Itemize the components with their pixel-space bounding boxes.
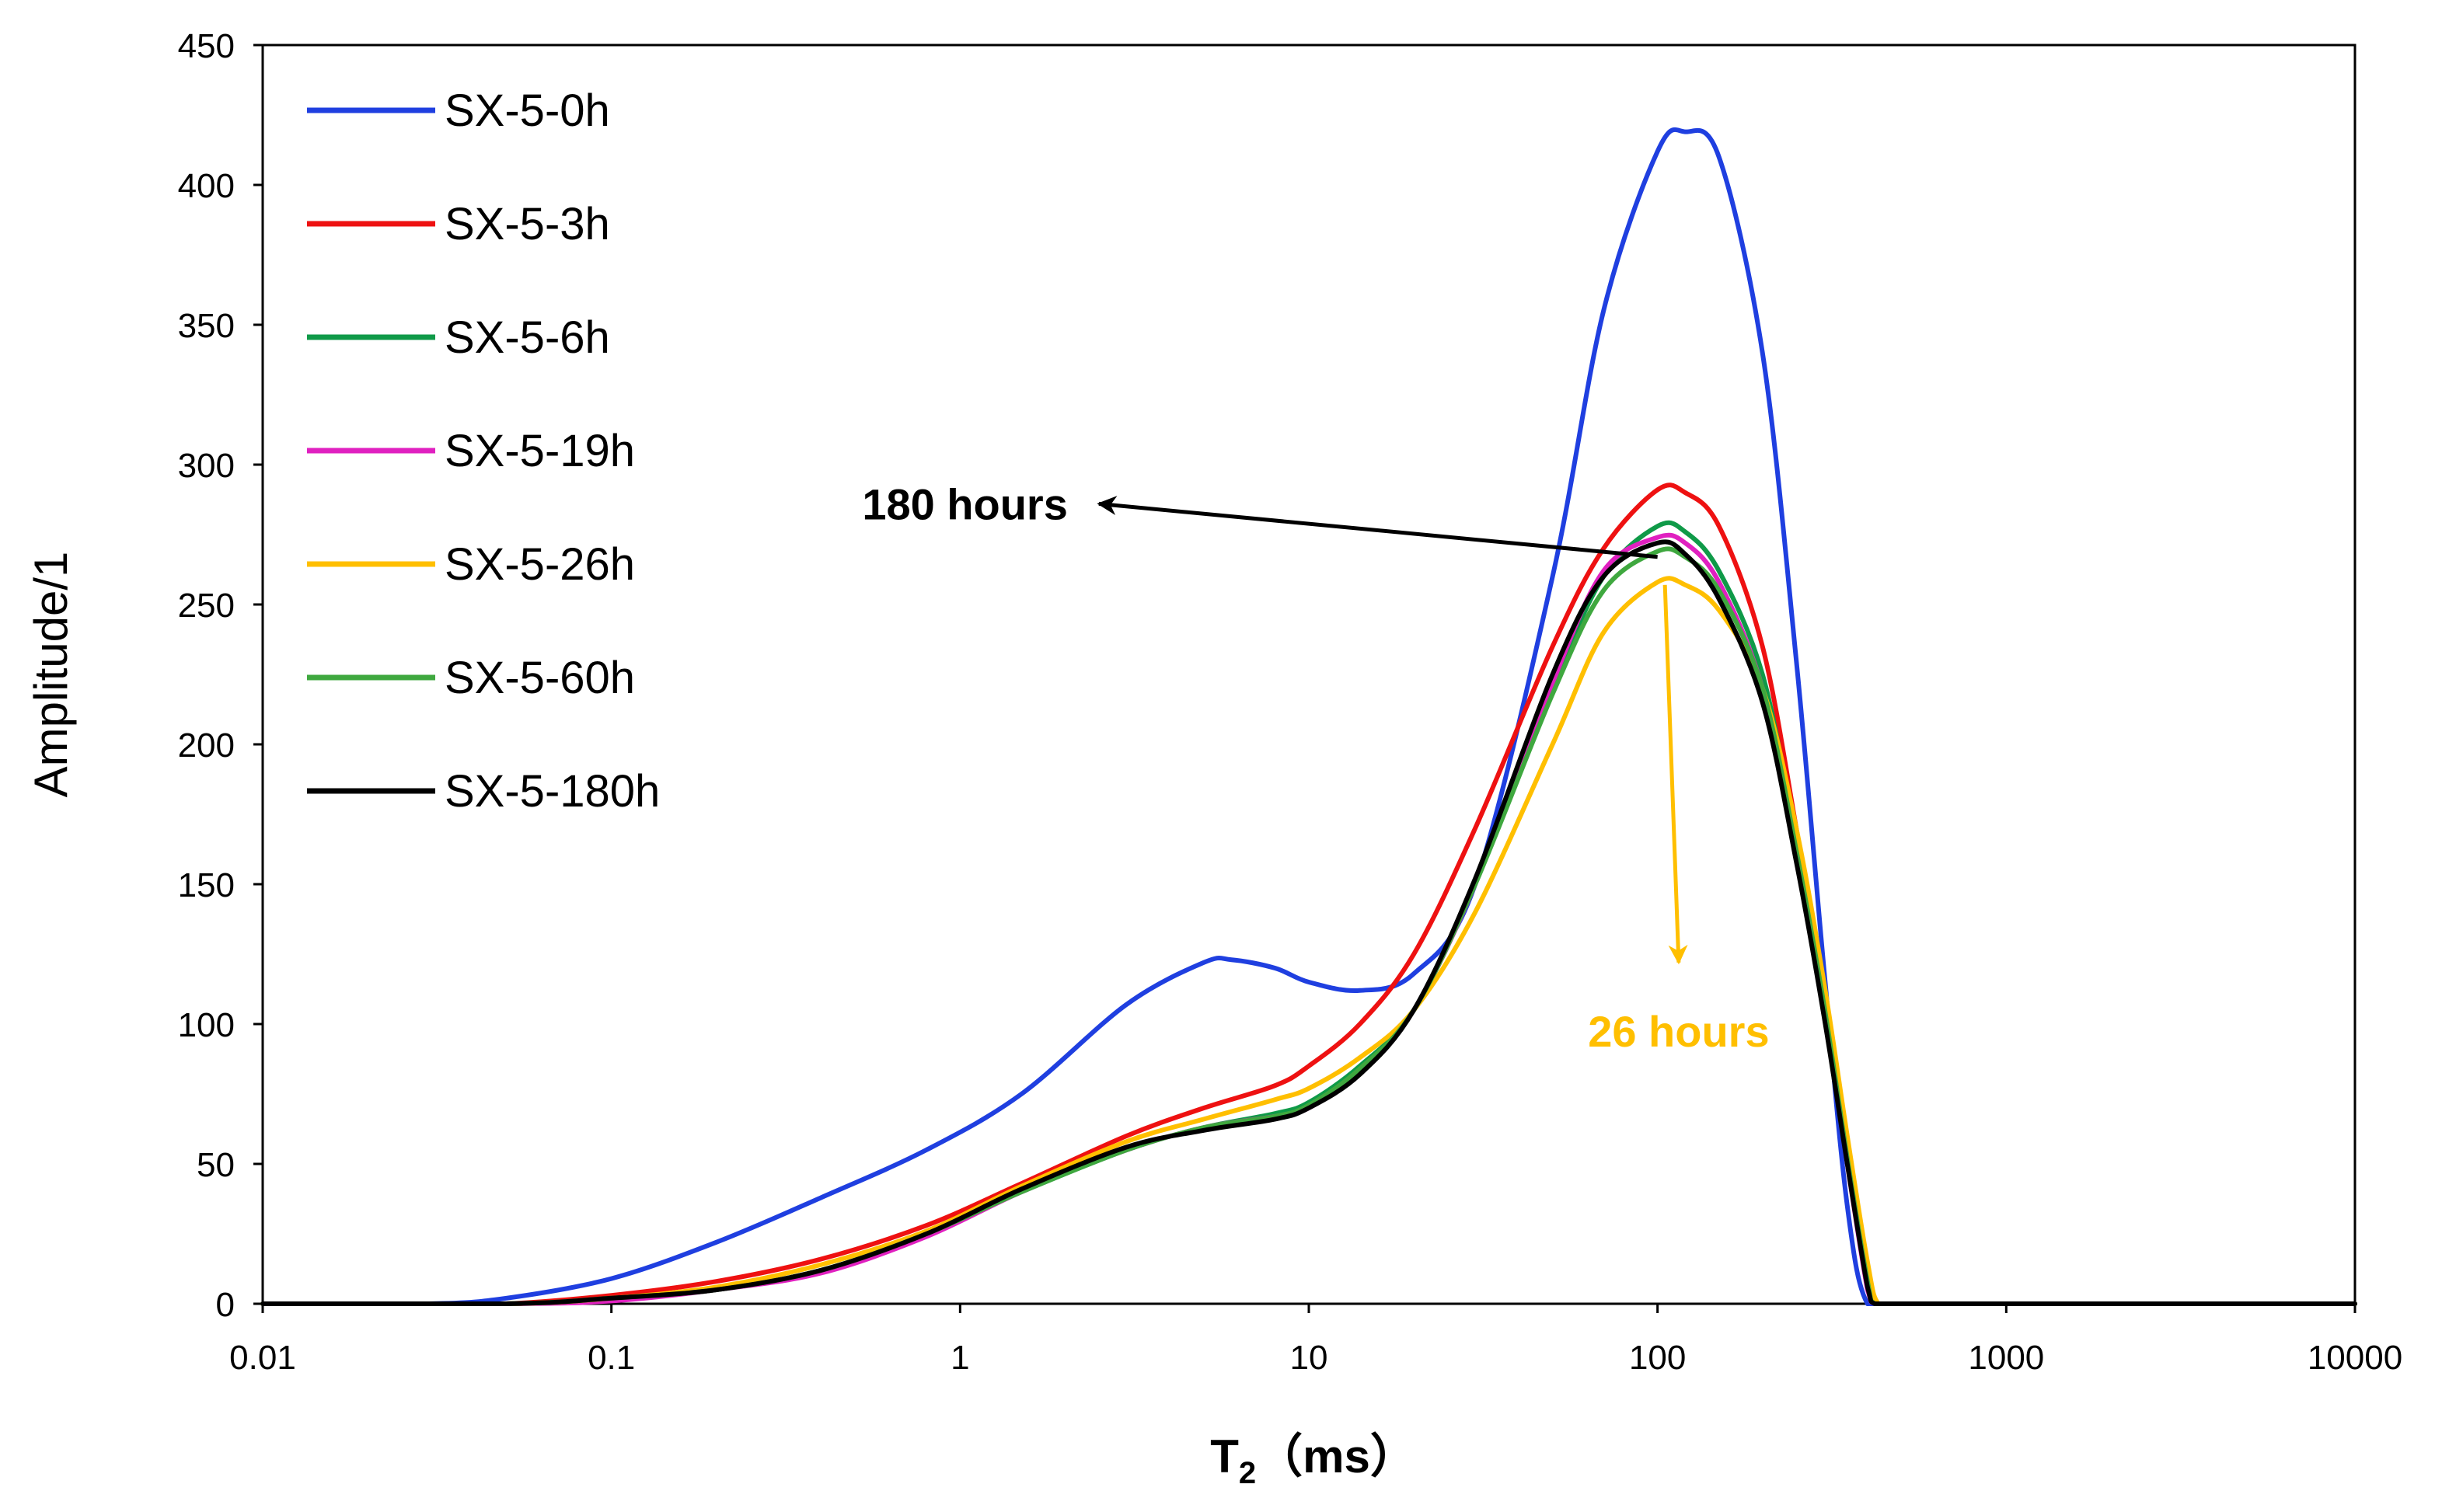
plot-area (261, 44, 2357, 1305)
x-tick-label: 100 (1629, 1339, 1686, 1377)
y-tick-label: 200 (178, 726, 235, 765)
annotation-label-180h: 180 hours (862, 479, 1068, 528)
y-tick-label: 400 (178, 167, 235, 205)
x-tick-label: 1000 (1968, 1339, 2044, 1377)
legend-label-sx-5-180h: SX-5-180h (445, 766, 660, 817)
annotation-layer: 180 hours 26 hours (862, 479, 1769, 1055)
x-axis-title-subscript: 2 (1239, 1456, 1256, 1490)
y-axis-ticks: 0 50 100 150 200 250 300 350 400 450 (178, 27, 263, 1324)
y-tick-label: 250 (178, 587, 235, 625)
series-layer (260, 127, 2357, 1307)
y-tick-label: 450 (178, 27, 235, 65)
legend: SX-5-0h SX-5-3h SX-5-6h SX-5-19h SX-5-26h SX-… (307, 85, 660, 817)
annotation-arrow-26h (1662, 584, 1688, 965)
legend-label-sx-5-26h: SX-5-26h (445, 539, 635, 590)
x-tick-label: 10000 (2308, 1339, 2402, 1377)
x-tick-label: 1 (951, 1339, 969, 1377)
legend-label-sx-5-19h: SX-5-19h (445, 426, 635, 476)
y-tick-label: 150 (178, 866, 235, 904)
y-tick-label: 0 (216, 1286, 235, 1324)
legend-label-sx-5-0h: SX-5-0h (445, 85, 610, 136)
series-line-sx-5-180h (260, 539, 2357, 1307)
x-axis-title-main: T (1210, 1430, 1239, 1482)
annotation-label-26h: 26 hours (1588, 1007, 1769, 1056)
x-axis-title-unit: （ms） (1256, 1430, 1417, 1482)
legend-label-sx-5-6h: SX-5-6h (445, 312, 610, 363)
y-tick-label: 350 (178, 307, 235, 345)
x-tick-label: 0.1 (588, 1339, 635, 1377)
x-tick-label: 0.01 (229, 1339, 296, 1377)
y-tick-label: 300 (178, 447, 235, 485)
y-axis-title: Amplitude/1 (25, 552, 77, 798)
x-tick-label: 10 (1290, 1339, 1328, 1377)
annotation-arrow-180h (1097, 496, 1658, 559)
y-tick-label: 50 (197, 1146, 235, 1184)
legend-label-sx-5-3h: SX-5-3h (445, 199, 610, 249)
series-line-sx-5-26h (260, 576, 2357, 1307)
y-tick-label: 100 (178, 1006, 235, 1044)
x-axis-title: T2（ms） (1210, 1430, 1417, 1490)
legend-label-sx-5-60h: SX-5-60h (445, 653, 635, 703)
x-axis-ticks: 0.01 0.1 1 10 100 1000 10000 (229, 1304, 2402, 1377)
